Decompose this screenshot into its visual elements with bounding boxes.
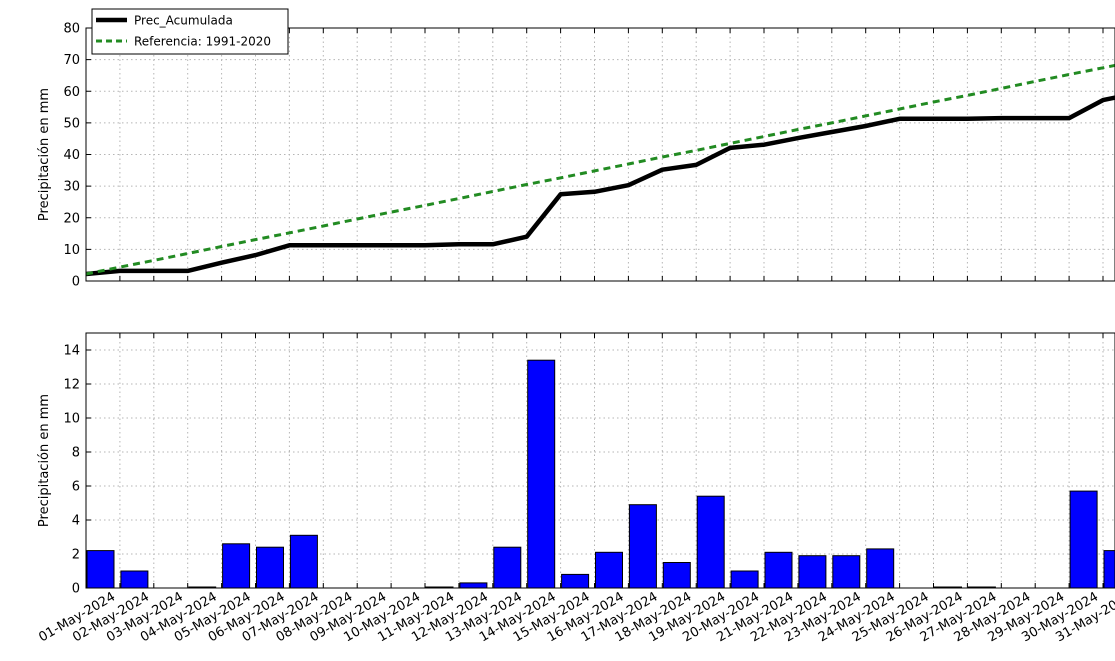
bar-24-May-2024 — [866, 548, 895, 589]
bar-30-May-2024 — [1069, 490, 1098, 589]
bar-chart-ytick-label: 14 — [63, 344, 80, 359]
line-chart-ytick-label: 30 — [63, 180, 80, 195]
bar-chart-ylabel: Precipitación en mm — [37, 394, 52, 527]
bar-chart-ytick-label: 4 — [72, 514, 80, 529]
legend-label-referencia: Referencia: 1991-2020 — [134, 35, 271, 49]
bar-chart-ytick-label: 8 — [72, 446, 80, 461]
bar-02-May-2024 — [120, 570, 149, 589]
bar-22-May-2024 — [798, 555, 827, 589]
line-chart-ytick-label: 20 — [63, 211, 80, 226]
bar-05-May-2024 — [222, 543, 251, 589]
series-line-prec-acumulada — [85, 95, 1115, 277]
line-chart-ytick-label: 40 — [63, 148, 80, 163]
bar-12-May-2024 — [459, 582, 488, 589]
bar-01-May-2024 — [86, 550, 115, 589]
legend-box — [91, 8, 289, 55]
bar-chart-ytick-label: 12 — [63, 378, 80, 393]
bar-chart-ytick-label: 0 — [72, 582, 80, 597]
bar-chart-ytick-label: 6 — [72, 480, 80, 495]
line-chart-ytick-label: 10 — [63, 243, 80, 258]
line-chart-ytick-label: 80 — [63, 22, 80, 37]
bar-15-May-2024 — [561, 573, 590, 589]
bar-20-May-2024 — [730, 570, 759, 589]
series-line-referencia — [85, 63, 1115, 276]
bar-16-May-2024 — [595, 551, 623, 589]
bar-chart-frame — [85, 332, 1115, 589]
bar-17-May-2024 — [628, 504, 657, 589]
line-chart-ytick-label: 0 — [72, 275, 80, 290]
line-chart-ylabel: Precipitación en mm — [37, 88, 52, 221]
bar-19-May-2024 — [696, 495, 725, 589]
bar-31-May-2024 — [1103, 550, 1115, 589]
bar-07-May-2024 — [289, 534, 318, 589]
line-chart-ytick-label: 70 — [63, 53, 80, 68]
bar-14-May-2024 — [527, 359, 556, 589]
bar-chart-ytick-label: 10 — [63, 412, 80, 427]
bar-23-May-2024 — [832, 555, 861, 589]
bar-18-May-2024 — [662, 562, 691, 589]
bar-chart-ytick-label: 2 — [72, 548, 80, 563]
bar-13-May-2024 — [493, 546, 522, 589]
legend-label-prec-acumulada: Prec_Acumulada — [134, 14, 233, 28]
line-chart-frame — [85, 27, 1115, 282]
bar-chart-plot-area — [86, 333, 1115, 588]
line-chart-ytick-label: 50 — [63, 116, 80, 131]
line-chart-ytick-label: 60 — [63, 85, 80, 100]
bar-06-May-2024 — [256, 546, 284, 589]
bar-21-May-2024 — [764, 551, 793, 589]
